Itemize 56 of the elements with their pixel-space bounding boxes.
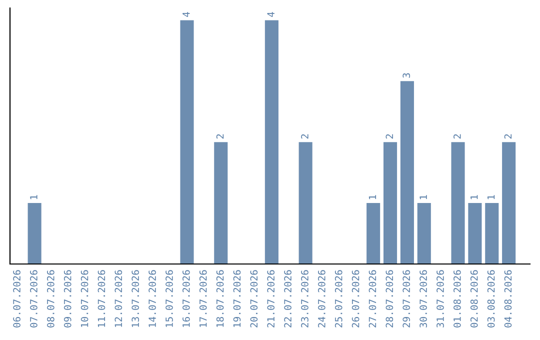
data-label: 1 xyxy=(470,195,478,200)
x-tick-label: 25.07.2026 xyxy=(334,270,342,328)
x-tick-label: 31.07.2026 xyxy=(436,270,444,328)
x-tick-label: 06.07.2026 xyxy=(13,270,20,328)
bar xyxy=(468,203,482,264)
x-tick-label: 14.07.2026 xyxy=(148,270,156,327)
bar xyxy=(502,142,516,264)
x-tick-label: 26.07.2026 xyxy=(352,270,360,328)
x-tick-label: 24.07.2026 xyxy=(318,270,326,328)
bar xyxy=(214,142,228,264)
bar xyxy=(264,20,278,264)
x-tick-label: 22.07.2026 xyxy=(284,270,292,328)
x-tick-label: 17.07.2026 xyxy=(199,270,207,327)
x-tick-label: 07.07.2026 xyxy=(30,270,38,328)
x-tick-label: 03.08.2026 xyxy=(487,270,495,328)
data-label: 2 xyxy=(216,134,224,139)
data-label: 4 xyxy=(182,12,190,17)
x-tick-label: 30.07.2026 xyxy=(420,270,427,328)
data-label: 2 xyxy=(301,134,308,139)
x-tick-label: 13.07.2026 xyxy=(132,270,140,327)
bar xyxy=(400,81,414,264)
bar xyxy=(180,20,194,264)
x-tick-label: 11.07.2026 xyxy=(98,270,106,327)
bar xyxy=(383,142,398,264)
x-tick-label: 19.07.2026 xyxy=(233,270,241,327)
bar xyxy=(366,203,380,264)
bar xyxy=(417,203,431,264)
x-tick-label: 27.07.2026 xyxy=(368,270,376,328)
data-label: 4 xyxy=(267,12,274,17)
data-label: 2 xyxy=(454,134,461,139)
data-label: 2 xyxy=(504,134,512,139)
x-tick-label: 23.07.2026 xyxy=(301,270,308,328)
x-tick-label: 15.07.2026 xyxy=(166,270,173,327)
x-tick-label: 16.07.2026 xyxy=(182,270,190,327)
x-tick-label: 28.07.2026 xyxy=(386,270,394,328)
x-tick-label: 18.07.2026 xyxy=(216,270,224,327)
data-label: 1 xyxy=(368,195,376,200)
bar xyxy=(451,142,465,264)
x-tick-label: 08.07.2026 xyxy=(46,270,54,328)
data-label: 1 xyxy=(488,195,495,200)
x-tick-label: 09.07.2026 xyxy=(64,270,72,328)
data-label: 3 xyxy=(402,73,410,78)
x-tick-label: 01.08.2026 xyxy=(454,270,461,328)
x-tick-label: 10.07.2026 xyxy=(80,270,88,327)
x-tick-label: 12.07.2026 xyxy=(114,270,122,327)
data-label: 2 xyxy=(386,134,393,139)
x-tick-label: 29.07.2026 xyxy=(402,270,410,328)
bar xyxy=(298,142,312,264)
bar xyxy=(485,203,499,264)
bar xyxy=(28,203,42,264)
x-tick-label: 21.07.2026 xyxy=(267,270,275,328)
data-label: 1 xyxy=(30,195,38,200)
x-tick-label: 20.07.2026 xyxy=(250,270,258,328)
x-tick-label: 02.08.2026 xyxy=(470,270,478,328)
x-tick-label: 04.08.2026 xyxy=(504,270,512,328)
data-label: 1 xyxy=(420,195,427,200)
